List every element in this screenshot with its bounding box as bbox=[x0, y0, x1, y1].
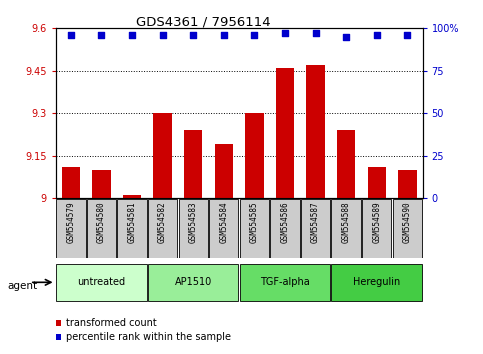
Point bbox=[189, 32, 197, 38]
Text: GSM554585: GSM554585 bbox=[250, 201, 259, 243]
Bar bbox=[368, 167, 386, 198]
Bar bbox=[337, 130, 355, 198]
Bar bbox=[331, 264, 422, 301]
Point bbox=[312, 30, 319, 36]
Bar bbox=[87, 199, 116, 258]
Text: GSM554587: GSM554587 bbox=[311, 201, 320, 243]
Text: AP1510: AP1510 bbox=[174, 277, 212, 287]
Point bbox=[128, 32, 136, 38]
Text: GSM554584: GSM554584 bbox=[219, 201, 228, 243]
Text: GDS4361 / 7956114: GDS4361 / 7956114 bbox=[136, 16, 270, 29]
Point bbox=[373, 32, 381, 38]
Bar bbox=[245, 113, 264, 198]
Bar bbox=[398, 170, 416, 198]
Point bbox=[342, 34, 350, 40]
Bar bbox=[179, 199, 208, 258]
Point bbox=[403, 32, 411, 38]
Point bbox=[251, 32, 258, 38]
Bar bbox=[331, 199, 361, 258]
Bar bbox=[276, 68, 294, 198]
Bar bbox=[148, 264, 239, 301]
Bar bbox=[56, 199, 85, 258]
Bar bbox=[62, 167, 80, 198]
Bar bbox=[123, 195, 141, 198]
Text: GSM554590: GSM554590 bbox=[403, 201, 412, 243]
Bar bbox=[117, 199, 147, 258]
Text: GSM554588: GSM554588 bbox=[341, 201, 351, 243]
Bar bbox=[214, 144, 233, 198]
Bar bbox=[184, 130, 202, 198]
Text: GSM554581: GSM554581 bbox=[128, 201, 137, 243]
Bar bbox=[240, 264, 330, 301]
Text: Heregulin: Heregulin bbox=[353, 277, 400, 287]
Point bbox=[159, 32, 167, 38]
Text: transformed count: transformed count bbox=[66, 318, 157, 328]
Point bbox=[98, 32, 105, 38]
Text: percentile rank within the sample: percentile rank within the sample bbox=[66, 332, 231, 342]
Bar bbox=[393, 199, 422, 258]
Bar bbox=[362, 199, 391, 258]
Text: GSM554589: GSM554589 bbox=[372, 201, 381, 243]
Bar bbox=[240, 199, 269, 258]
Bar bbox=[306, 65, 325, 198]
Text: TGF-alpha: TGF-alpha bbox=[260, 277, 310, 287]
Point bbox=[67, 32, 75, 38]
Text: GSM554583: GSM554583 bbox=[189, 201, 198, 243]
Bar bbox=[56, 264, 147, 301]
Text: GSM554586: GSM554586 bbox=[281, 201, 289, 243]
Text: agent: agent bbox=[7, 281, 37, 291]
Text: GSM554582: GSM554582 bbox=[158, 201, 167, 243]
Bar bbox=[92, 170, 111, 198]
Bar bbox=[270, 199, 299, 258]
Bar bbox=[154, 113, 172, 198]
Text: GSM554580: GSM554580 bbox=[97, 201, 106, 243]
Point bbox=[220, 32, 227, 38]
Text: GSM554579: GSM554579 bbox=[66, 201, 75, 243]
Text: untreated: untreated bbox=[77, 277, 126, 287]
Bar bbox=[301, 199, 330, 258]
Point bbox=[281, 30, 289, 36]
Bar bbox=[209, 199, 239, 258]
Bar bbox=[148, 199, 177, 258]
